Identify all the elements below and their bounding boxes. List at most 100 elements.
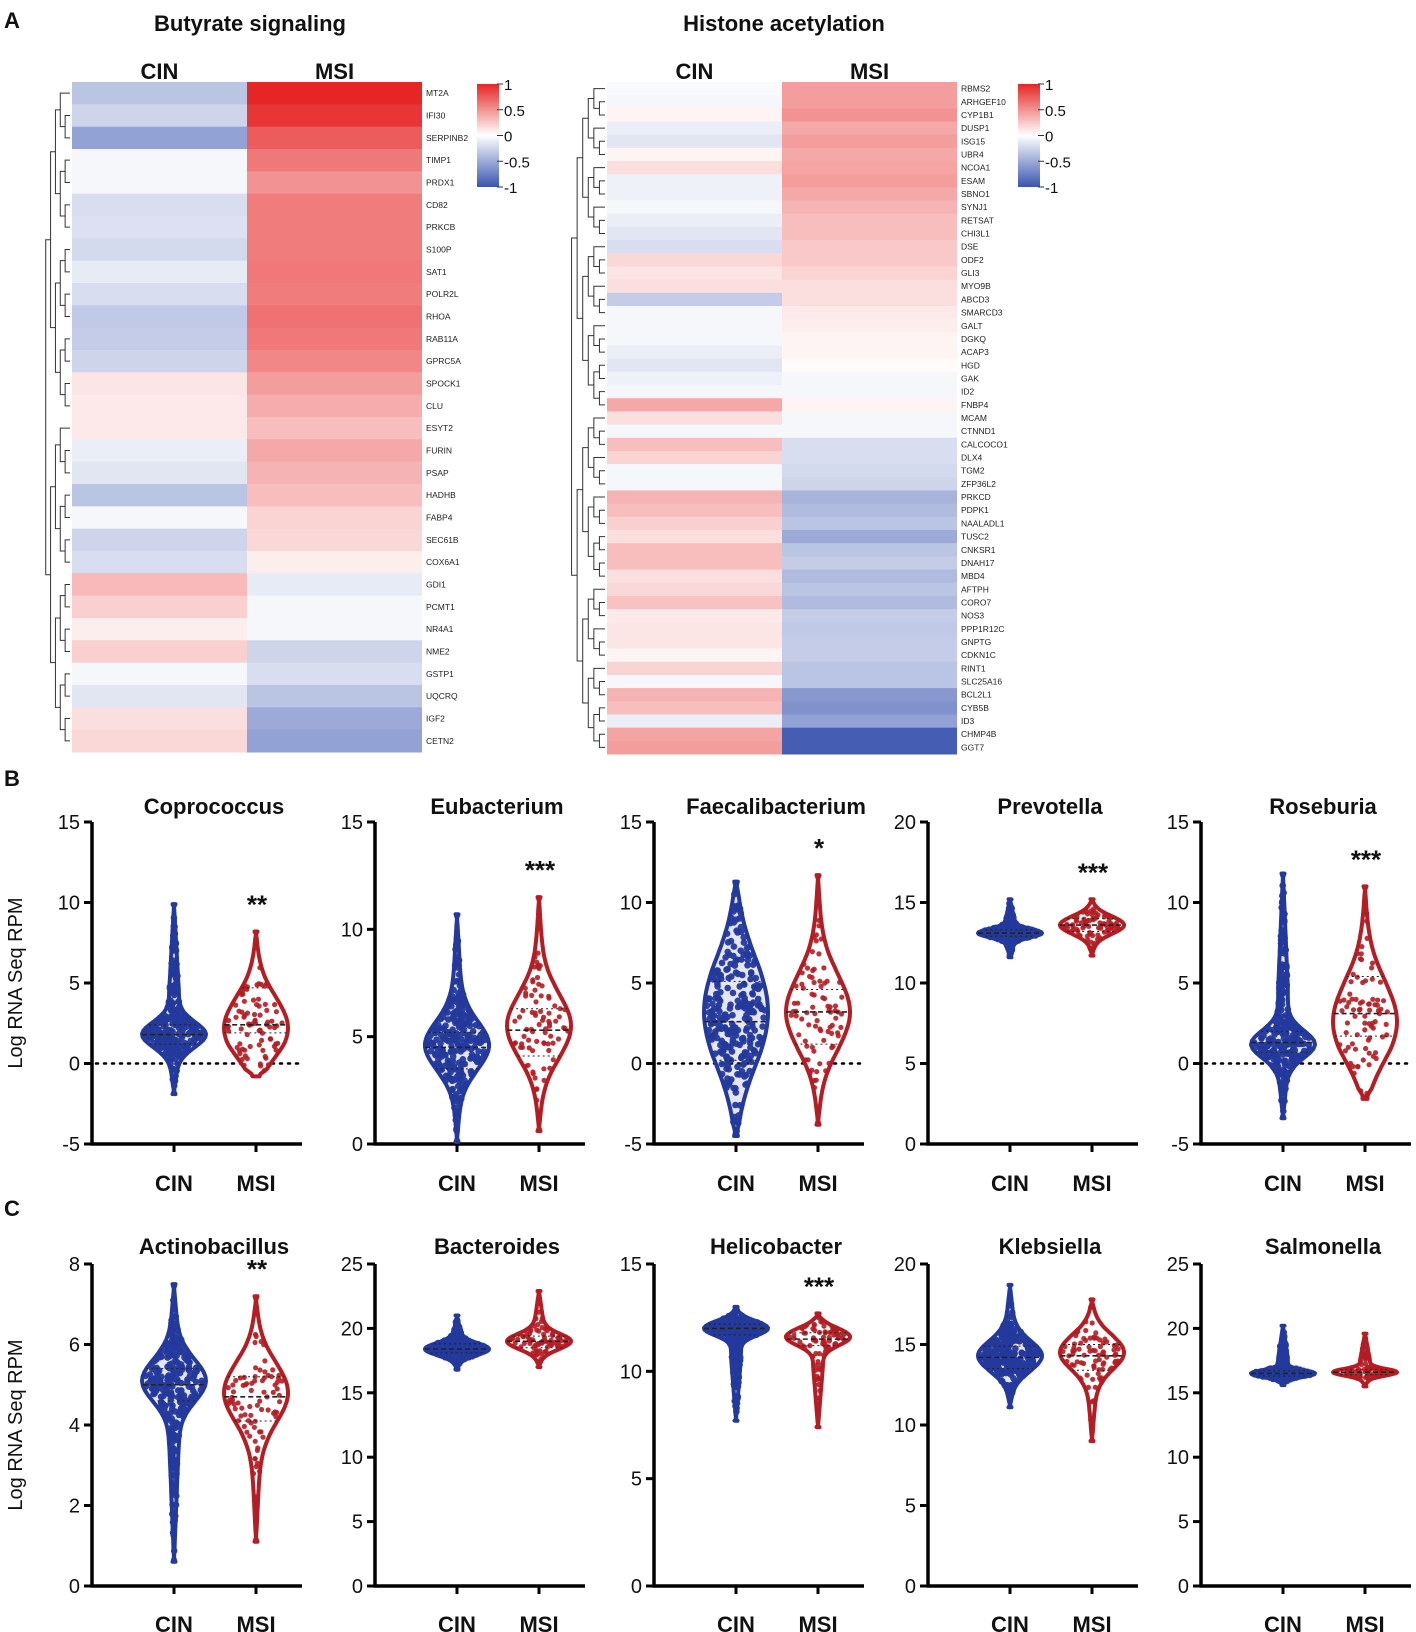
data-point — [818, 983, 824, 990]
data-point — [809, 949, 816, 955]
data-point — [747, 975, 754, 983]
heatmap-cell — [607, 385, 782, 399]
data-point — [1282, 1077, 1289, 1084]
data-point — [180, 1392, 188, 1399]
y-tick-label: 15 — [1167, 812, 1189, 834]
heatmap-column-label: MSI — [850, 59, 889, 84]
heatmap-cell — [782, 253, 957, 267]
data-point — [817, 978, 823, 984]
data-point — [1100, 1361, 1106, 1367]
data-point — [1089, 1320, 1095, 1326]
gene-label: CD82 — [426, 200, 448, 210]
data-point — [1088, 1304, 1094, 1310]
data-point — [164, 1048, 172, 1055]
heatmap-butyrate: Butyrate signaling CIN MSI MT2A IFI30 SERPINB… — [45, 11, 530, 753]
data-point — [735, 1377, 742, 1385]
data-point — [468, 1339, 476, 1347]
data-point — [453, 1125, 460, 1133]
data-point — [1282, 1347, 1289, 1355]
data-point — [729, 1312, 736, 1320]
data-point — [732, 916, 740, 923]
heatmap-cell — [72, 283, 247, 306]
gene-label: PDPK1 — [961, 505, 989, 515]
data-point — [1280, 928, 1287, 935]
heatmap-cell — [782, 701, 957, 715]
data-point — [1281, 918, 1288, 926]
x-tick-label: CIN — [438, 1171, 476, 1196]
y-tick-label: 20 — [894, 812, 916, 834]
data-point — [835, 1033, 841, 1039]
data-point — [791, 1335, 797, 1341]
data-point — [1372, 1002, 1378, 1008]
data-point — [993, 1336, 1000, 1344]
data-point — [1073, 918, 1080, 924]
plot-title: Actinobacillus — [139, 1234, 289, 1259]
data-point — [1280, 1107, 1287, 1115]
data-point — [748, 1020, 756, 1028]
data-point — [1361, 1340, 1367, 1346]
heatmap-cell — [782, 556, 957, 571]
data-point — [1354, 974, 1360, 980]
data-point — [1269, 1370, 1276, 1377]
data-point — [1281, 945, 1288, 952]
violin-msi — [1331, 884, 1399, 1101]
data-point — [520, 1334, 527, 1340]
data-point — [237, 1375, 243, 1381]
data-point — [1010, 1328, 1018, 1335]
data-point — [1298, 1367, 1306, 1375]
dendrogram-branch — [598, 641, 605, 656]
x-tick-label: MSI — [1072, 1171, 1111, 1196]
data-point — [1001, 1348, 1009, 1356]
data-point — [1344, 1020, 1350, 1026]
data-point — [244, 1056, 250, 1062]
dendrogram-branch — [59, 260, 66, 306]
data-point — [545, 1041, 551, 1047]
dendrogram-branch — [54, 617, 61, 708]
data-point — [164, 1354, 171, 1361]
panel-label-b: B — [4, 766, 20, 791]
data-point — [819, 1319, 825, 1325]
data-point — [169, 1529, 177, 1536]
data-point — [801, 961, 807, 967]
data-point — [723, 1319, 731, 1327]
data-point — [725, 1057, 733, 1065]
data-point — [740, 998, 747, 1006]
data-point — [741, 1073, 748, 1080]
data-point — [465, 1006, 473, 1014]
gene-label: ACAP3 — [961, 347, 989, 357]
data-point — [737, 1054, 745, 1062]
data-point — [744, 962, 751, 969]
data-point — [247, 1433, 253, 1439]
dendrogram-branch — [587, 256, 594, 297]
violin-plot-actinobacillus: Actinobacillus Log RNA Seq RPM 0 2 4 6 8 CIN MSI… — [5, 1234, 302, 1632]
y-tick-label: 25 — [341, 1254, 363, 1276]
data-point — [1086, 1344, 1092, 1350]
data-point — [705, 1026, 713, 1034]
data-point — [527, 1326, 534, 1332]
dendrogram-branch — [598, 338, 605, 353]
data-point — [1277, 1027, 1284, 1035]
colorbar-tick-label: 1 — [1045, 77, 1053, 94]
data-point — [1349, 1041, 1355, 1047]
heatmap-cell — [607, 398, 782, 412]
data-point — [1022, 1341, 1030, 1348]
data-point — [1282, 1042, 1289, 1049]
x-tick-label: CIN — [1264, 1171, 1302, 1196]
data-point — [151, 1357, 158, 1365]
data-point — [452, 946, 459, 953]
data-point — [718, 1025, 725, 1033]
gene-label: PRKCD — [961, 492, 991, 502]
y-tick-label: 5 — [631, 1469, 642, 1491]
gene-label: PCMT1 — [426, 602, 455, 612]
gene-label: CLU — [426, 401, 443, 411]
data-point — [1360, 1057, 1366, 1063]
heatmap-cell — [607, 82, 782, 96]
y-tick-label: 15 — [341, 1383, 363, 1405]
gene-label: PRKCB — [426, 222, 456, 232]
data-point — [1280, 1333, 1288, 1341]
data-point — [713, 1330, 720, 1338]
data-point — [170, 923, 178, 930]
data-point — [475, 1341, 483, 1349]
data-point — [453, 1365, 461, 1372]
